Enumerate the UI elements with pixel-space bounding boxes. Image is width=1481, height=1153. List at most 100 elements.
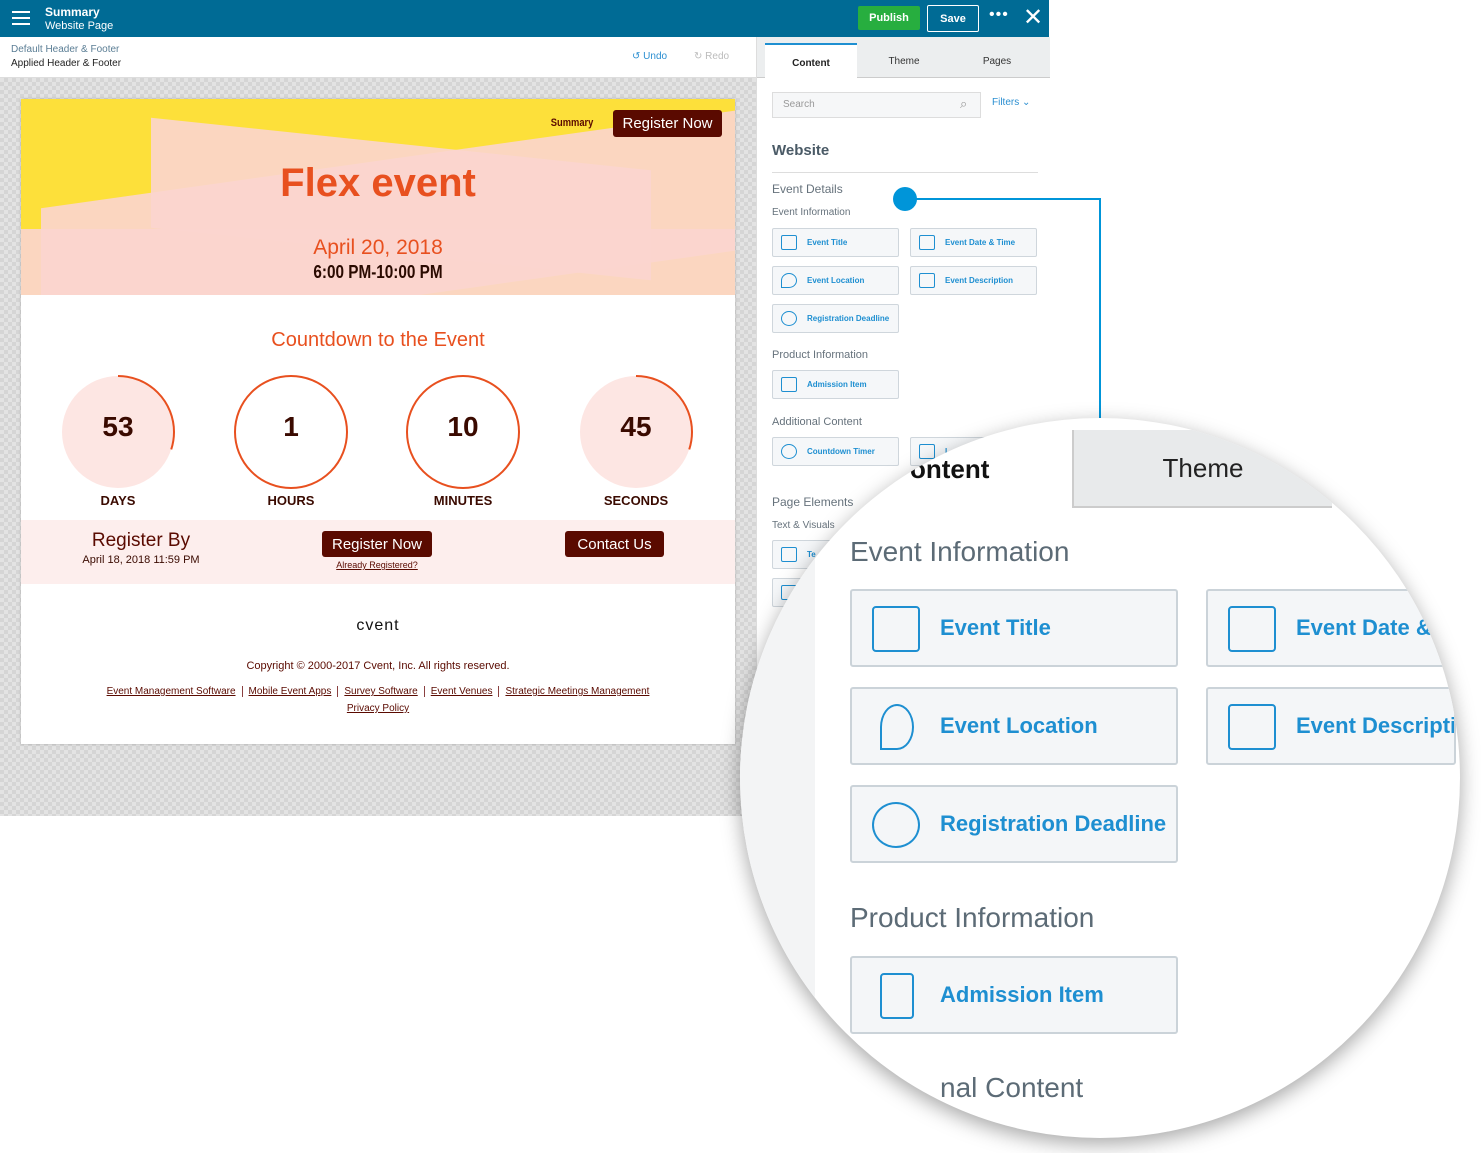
event-title-icon [781, 235, 797, 250]
register-band: Register By April 18, 2018 11:59 PM Regi… [21, 520, 735, 584]
countdown-value: 45 [620, 411, 652, 442]
redo-button[interactable]: ↻ Redo [694, 51, 729, 62]
magnified-additional-content-heading: nal Content [940, 1072, 1084, 1103]
close-icon[interactable]: ✕ [1023, 4, 1044, 31]
privacy-policy-link[interactable]: Privacy Policy [346, 703, 410, 714]
panel-tabs: Content Theme Pages [757, 37, 1050, 78]
magnified-admission-item-card: Admission Item [850, 956, 1178, 1034]
hero-banner: Summary Register Now Flex event April 20… [21, 99, 735, 295]
footer-link[interactable]: Event Venues [424, 686, 500, 697]
magnified-tab-theme: Theme [1072, 430, 1332, 508]
countdown-label: HOURS [267, 493, 315, 508]
magnified-event-location-card: Event Location [850, 687, 1178, 765]
tab-pages[interactable]: Pages [982, 56, 1012, 67]
countdown-progress-arc [406, 375, 520, 489]
event-title: Flex event [280, 161, 476, 205]
magnified-registration-deadline-card: Registration Deadline [850, 785, 1178, 863]
page-title: Summary [45, 5, 100, 19]
countdown-label: DAYS [100, 493, 136, 508]
countdown-seconds: 45 SECONDS [579, 375, 693, 508]
magnified-event-date-card: Event Date & [1206, 589, 1446, 667]
contact-us-button[interactable]: Contact Us [565, 531, 664, 557]
countdown-ring [61, 375, 175, 489]
nav-summary-link[interactable]: Summary [550, 117, 594, 129]
website-heading: Website [772, 142, 830, 159]
magnified-event-title-card: Event Title [850, 589, 1178, 667]
sub-bar [0, 37, 756, 78]
footer-link[interactable]: Survey Software [338, 686, 425, 697]
save-button[interactable]: Save [927, 5, 979, 32]
register-now-button[interactable]: Register Now [322, 531, 432, 557]
badge-icon [781, 377, 797, 392]
magnified-event-information-heading: Event Information [850, 536, 1070, 567]
filters-dropdown[interactable]: Filters ⌄ [992, 97, 1031, 108]
register-now-header-button[interactable]: Register Now [613, 110, 722, 137]
redo-icon: ↻ [694, 51, 706, 62]
location-pin-icon [880, 704, 914, 750]
event-location-card[interactable]: Event Location [772, 266, 899, 295]
hamburger-menu-icon[interactable] [12, 11, 30, 25]
event-date-time-card[interactable]: Event Date & Time [910, 228, 1037, 257]
callout-line [1099, 198, 1101, 418]
map-icon [919, 444, 935, 459]
countdown-days: 53 DAYS [61, 375, 175, 508]
badge-icon [880, 973, 914, 1019]
countdown-value: 1 [283, 411, 299, 442]
footer-links: Event Management Software Mobile Event Ap… [21, 686, 735, 697]
countdown-ring [579, 375, 693, 489]
admission-item-card[interactable]: Admission Item [772, 370, 899, 399]
countdown-hours: 1 HOURS [234, 375, 348, 508]
copyright: Copyright © 2000-2017 Cvent, Inc. All ri… [246, 660, 510, 672]
publish-button[interactable]: Publish [858, 6, 920, 30]
event-date: April 20, 2018 [313, 236, 443, 259]
footer-link[interactable]: Event Management Software [100, 686, 243, 697]
countdown-value: 10 [447, 411, 479, 442]
countdown-value: 53 [102, 411, 134, 442]
book-icon [919, 273, 935, 288]
alarm-clock-icon [781, 311, 797, 326]
countdown-title: Countdown to the Event [271, 329, 485, 351]
event-description-card[interactable]: Event Description [910, 266, 1037, 295]
default-header-footer-link[interactable]: Default Header & Footer [11, 44, 120, 55]
tab-theme[interactable]: Theme [888, 56, 920, 67]
registration-deadline-card[interactable]: Registration Deadline [772, 304, 899, 333]
book-icon [1228, 704, 1276, 750]
cvent-logo: cvent [356, 617, 400, 634]
countdown-label: MINUTES [433, 493, 493, 508]
footer-link[interactable]: Mobile Event Apps [242, 686, 339, 697]
magnified-event-description-card: Event Descripti [1206, 687, 1456, 765]
undo-label: Undo [643, 51, 668, 62]
callout-line [905, 198, 1101, 200]
tab-content[interactable]: Content [765, 43, 857, 78]
undo-button[interactable]: ↺ Undo [632, 51, 667, 62]
search-input[interactable]: Search [772, 92, 981, 118]
search-icon[interactable]: ⌕ [960, 96, 968, 111]
page-subtitle: Website Page [45, 20, 114, 32]
footer-link[interactable]: Strategic Meetings Management [505, 686, 650, 697]
event-title-card[interactable]: Event Title [772, 228, 899, 257]
alarm-clock-icon [872, 802, 920, 848]
website-preview: Summary Register Now Flex event April 20… [21, 99, 735, 744]
countdown-progress-arc [61, 375, 175, 489]
redo-label: Redo [705, 51, 730, 62]
event-information-heading: Event Information [772, 207, 851, 218]
undo-icon: ↺ [632, 51, 644, 62]
magnified-product-information-heading: Product Information [850, 902, 1095, 933]
event-details-heading: Event Details [772, 182, 843, 196]
countdown-label: SECONDS [603, 493, 669, 508]
magnifier-callout: ontent Theme Event Information Event Tit… [740, 418, 1460, 1138]
panel-edge [740, 418, 815, 1138]
top-bar: Summary Website Page Publish Save ••• ✕ [0, 0, 1049, 37]
countdown-ring [406, 375, 520, 489]
event-title-icon [872, 606, 920, 652]
location-pin-icon [781, 273, 797, 288]
register-by-label: Register By [91, 530, 191, 551]
callout-dot [893, 187, 917, 211]
calendar-icon [1228, 606, 1276, 652]
already-registered-link[interactable]: Already Registered? [336, 560, 418, 570]
magnified-tab-content: ontent [910, 454, 990, 484]
countdown-progress-arc [234, 375, 348, 489]
countdown-ring [234, 375, 348, 489]
applied-header-footer-label: Applied Header & Footer [11, 58, 122, 69]
more-options-icon[interactable]: ••• [989, 6, 1009, 23]
